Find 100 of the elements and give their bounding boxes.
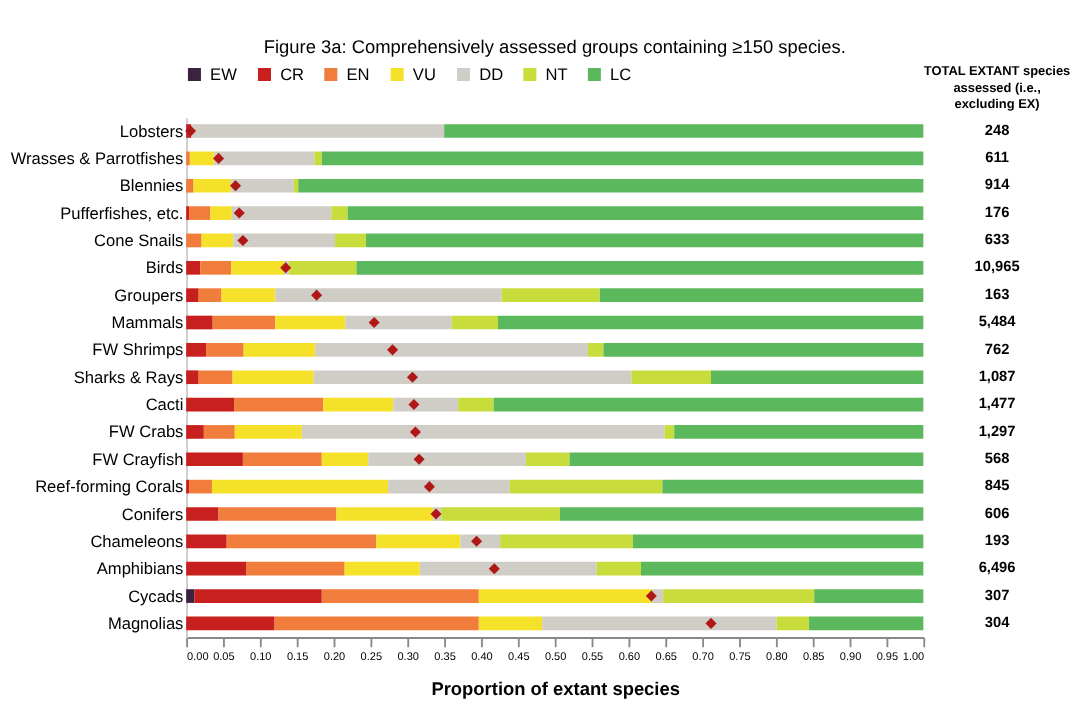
point [230,180,242,192]
bar [497,315,924,330]
y-tick-label: Groupers [114,284,184,305]
bar [298,178,924,193]
bar [451,315,498,330]
bar [336,507,434,521]
point [705,617,717,629]
bar [596,561,641,576]
bar [458,397,494,412]
bar [366,233,924,248]
bar [376,534,461,549]
y-tick-label: Reef-forming Corals [35,476,184,497]
bar [226,534,377,549]
bar [444,124,924,138]
bar [193,178,232,193]
bar [186,178,194,193]
bar [186,616,275,631]
bar [587,343,604,357]
bar [246,561,345,576]
bar [186,452,243,467]
bar [603,343,924,357]
y-tick-label: Blennies [119,175,184,196]
y-tick-label: FW Shrimps [92,339,184,360]
bar [331,206,348,220]
y-tick-label: FW Crayfish [92,448,185,469]
bar [186,425,204,439]
bar [525,452,570,467]
bar [186,534,227,549]
bar [301,425,665,439]
point [423,481,435,493]
bar [293,178,299,193]
text: 762 [984,339,1010,358]
text: 1,297 [978,421,1016,440]
bar [809,616,924,631]
point [237,234,249,246]
bar [664,425,675,439]
bar [186,288,199,302]
point [645,590,657,602]
text: 176 [984,202,1010,221]
bar [345,315,452,330]
chart-title: Figure 3a: Comprehensively assessed groups containing ≥150 species. [263,36,846,57]
bar [198,370,233,385]
bar [232,370,314,385]
bar [243,343,316,357]
point [387,344,399,356]
bar [347,206,924,220]
bar [275,315,346,330]
text: 248 [984,120,1010,139]
text: 633 [984,230,1010,249]
point [368,316,380,329]
bar [242,452,322,467]
y-tick-label: Lobsters [119,120,184,141]
text: 10,965 [974,257,1020,276]
bar [542,616,777,631]
bar [200,260,232,275]
legend-label: LC [610,64,632,85]
bar [231,206,332,220]
bar [388,479,510,494]
legend-label: DD [479,64,504,85]
bar [641,561,924,576]
text: 568 [984,448,1010,467]
y-tick-label: Magnolias [107,612,184,633]
bar [493,397,924,412]
bar [288,260,357,275]
y-tick-label: Chameleons [90,530,184,551]
bar [186,370,199,385]
bar [478,589,653,603]
text: 845 [984,476,1010,495]
bar [335,233,367,248]
bar [214,151,315,166]
bar [776,616,810,631]
bar [211,479,389,494]
bar [233,233,336,248]
text: 914 [984,175,1012,194]
bar [368,452,526,467]
point [311,289,323,301]
legend-label: CR [280,64,305,85]
bar [662,479,924,494]
y-tick-label: Pufferfishes, etc. [60,202,184,223]
legend-label: EN [346,64,370,85]
bar [509,479,663,494]
bar [186,507,219,521]
bar [189,151,215,166]
bar [203,425,235,439]
bar [194,589,322,603]
bar [356,260,924,275]
bar [201,233,234,248]
bar [344,561,420,576]
bar [275,288,502,302]
text: 307 [984,585,1010,604]
point [213,152,225,164]
bar [186,315,213,330]
bar [191,124,445,138]
bar [186,343,207,357]
bar [186,589,195,603]
point [233,207,245,219]
bar [599,288,924,302]
point [488,563,500,575]
legend-label: EW [210,64,238,85]
bar [189,206,211,220]
